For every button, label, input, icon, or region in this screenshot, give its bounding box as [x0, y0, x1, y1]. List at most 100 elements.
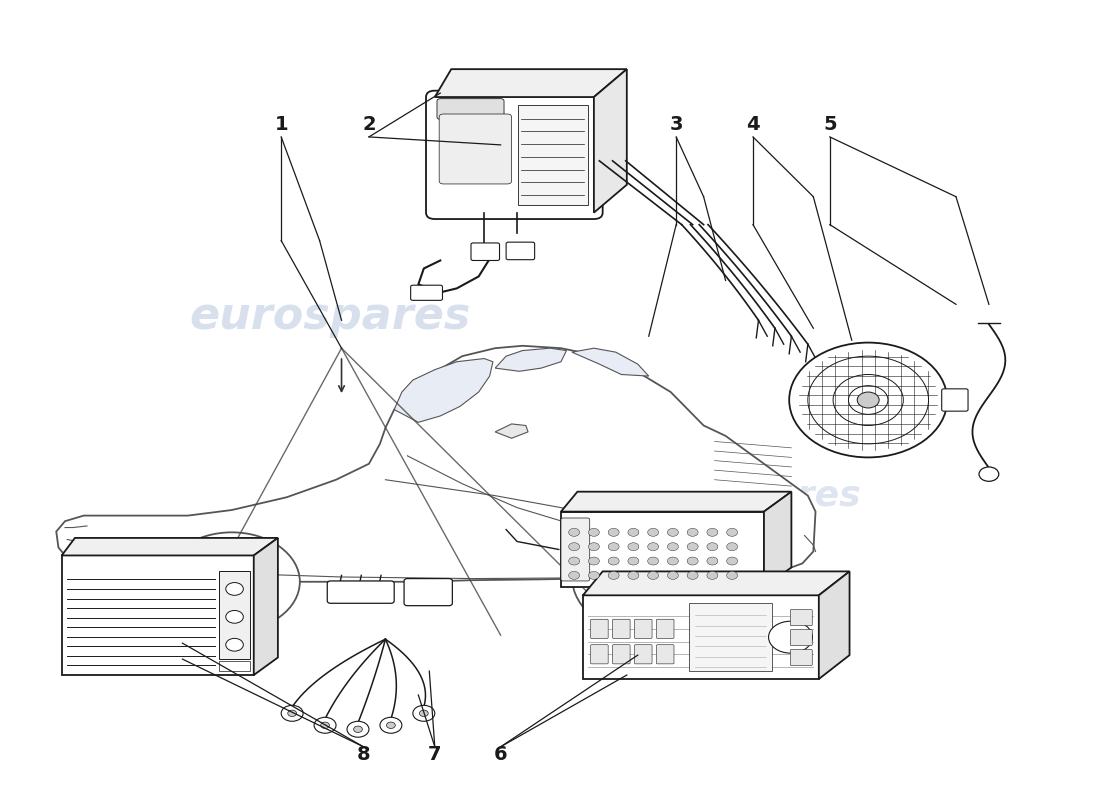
Circle shape — [707, 571, 718, 579]
Text: 2: 2 — [362, 115, 376, 134]
Circle shape — [226, 638, 243, 651]
FancyBboxPatch shape — [439, 114, 512, 184]
Circle shape — [707, 557, 718, 565]
FancyBboxPatch shape — [591, 619, 608, 638]
Polygon shape — [434, 69, 627, 97]
Circle shape — [608, 542, 619, 550]
Polygon shape — [56, 346, 815, 582]
FancyBboxPatch shape — [657, 645, 674, 664]
Text: 5: 5 — [823, 115, 837, 134]
Text: 1: 1 — [274, 115, 288, 134]
Circle shape — [707, 528, 718, 536]
FancyBboxPatch shape — [506, 242, 535, 260]
Circle shape — [628, 528, 639, 536]
Polygon shape — [583, 571, 849, 595]
Circle shape — [282, 706, 304, 722]
Circle shape — [226, 610, 243, 623]
FancyBboxPatch shape — [410, 286, 442, 300]
Circle shape — [648, 557, 659, 565]
FancyBboxPatch shape — [657, 619, 674, 638]
Circle shape — [569, 528, 580, 536]
Circle shape — [569, 571, 580, 579]
Circle shape — [321, 722, 330, 729]
Circle shape — [288, 710, 297, 717]
Polygon shape — [394, 358, 493, 422]
Circle shape — [379, 718, 401, 734]
FancyBboxPatch shape — [790, 610, 812, 626]
Circle shape — [419, 710, 428, 717]
Text: eurospares: eurospares — [634, 478, 861, 513]
FancyBboxPatch shape — [613, 645, 630, 664]
Polygon shape — [572, 348, 649, 376]
FancyBboxPatch shape — [219, 571, 250, 659]
Circle shape — [668, 557, 679, 565]
Polygon shape — [495, 424, 528, 438]
FancyBboxPatch shape — [613, 619, 630, 638]
Circle shape — [727, 571, 738, 579]
FancyBboxPatch shape — [790, 630, 812, 646]
FancyBboxPatch shape — [219, 662, 250, 671]
Circle shape — [588, 542, 600, 550]
Polygon shape — [594, 69, 627, 213]
Circle shape — [608, 557, 619, 565]
Circle shape — [688, 557, 698, 565]
Circle shape — [164, 532, 300, 631]
Polygon shape — [764, 492, 791, 587]
Circle shape — [346, 722, 368, 738]
Circle shape — [727, 557, 738, 565]
FancyBboxPatch shape — [471, 243, 499, 261]
Circle shape — [588, 528, 600, 536]
Circle shape — [588, 557, 600, 565]
Circle shape — [979, 467, 999, 482]
FancyBboxPatch shape — [583, 595, 818, 679]
Circle shape — [572, 517, 737, 637]
Circle shape — [789, 342, 947, 458]
Text: 8: 8 — [356, 746, 371, 764]
Circle shape — [668, 528, 679, 536]
FancyBboxPatch shape — [62, 555, 254, 675]
Text: 3: 3 — [670, 115, 683, 134]
Circle shape — [608, 528, 619, 536]
Circle shape — [707, 542, 718, 550]
Polygon shape — [818, 571, 849, 679]
Circle shape — [769, 622, 813, 653]
Circle shape — [648, 528, 659, 536]
FancyBboxPatch shape — [591, 645, 608, 664]
FancyBboxPatch shape — [790, 650, 812, 666]
Circle shape — [628, 557, 639, 565]
Circle shape — [727, 528, 738, 536]
Circle shape — [386, 722, 395, 729]
Circle shape — [628, 542, 639, 550]
Circle shape — [727, 542, 738, 550]
Circle shape — [588, 571, 600, 579]
Circle shape — [688, 542, 698, 550]
Polygon shape — [561, 492, 791, 512]
Circle shape — [412, 706, 434, 722]
Circle shape — [569, 557, 580, 565]
Circle shape — [668, 571, 679, 579]
Circle shape — [688, 571, 698, 579]
FancyBboxPatch shape — [437, 98, 504, 119]
Text: 7: 7 — [428, 746, 441, 764]
Circle shape — [668, 542, 679, 550]
FancyBboxPatch shape — [404, 578, 452, 606]
FancyBboxPatch shape — [942, 389, 968, 411]
Circle shape — [609, 544, 700, 610]
Circle shape — [648, 542, 659, 550]
Text: eurospares: eurospares — [190, 294, 471, 338]
FancyBboxPatch shape — [561, 512, 764, 587]
Circle shape — [688, 528, 698, 536]
Polygon shape — [254, 538, 278, 675]
FancyBboxPatch shape — [426, 90, 603, 219]
Circle shape — [857, 392, 879, 408]
FancyBboxPatch shape — [689, 603, 771, 671]
Polygon shape — [62, 538, 278, 555]
Text: 4: 4 — [746, 115, 760, 134]
FancyBboxPatch shape — [517, 105, 587, 205]
Circle shape — [608, 571, 619, 579]
FancyBboxPatch shape — [328, 581, 394, 603]
FancyBboxPatch shape — [635, 645, 652, 664]
Circle shape — [226, 582, 243, 595]
Text: 6: 6 — [494, 746, 507, 764]
FancyBboxPatch shape — [635, 619, 652, 638]
